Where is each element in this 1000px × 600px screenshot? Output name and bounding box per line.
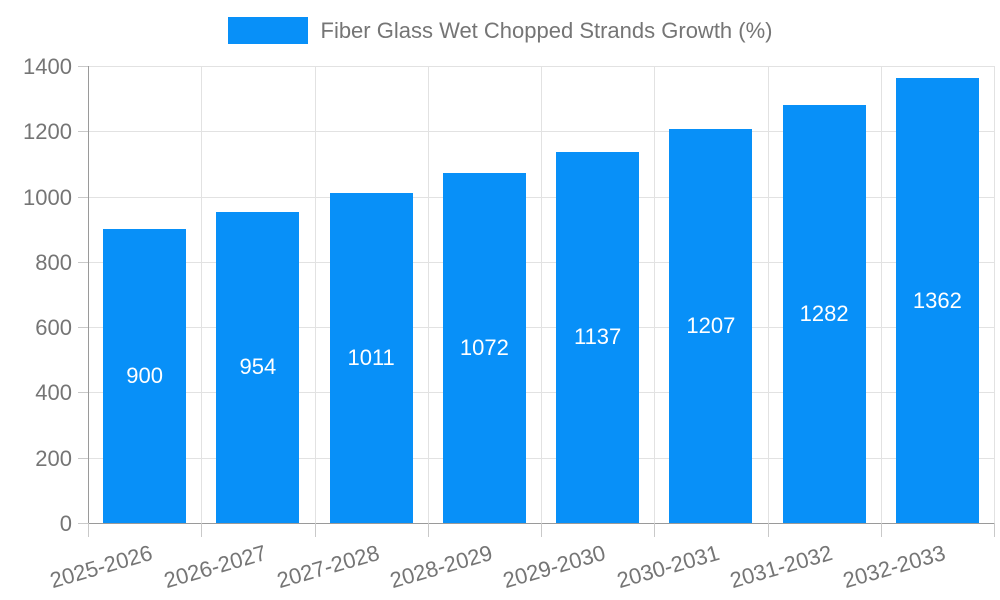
y-tick-label: 1200 [23, 119, 72, 145]
bar-value-label: 1362 [912, 287, 962, 313]
x-tick-label: 2027-2028 [273, 540, 383, 594]
x-tick-label: 2025-2026 [47, 540, 156, 594]
x-tick [88, 523, 89, 537]
bar: 1362 [895, 78, 979, 523]
bar: 1207 [669, 129, 753, 523]
legend-swatch [227, 17, 308, 44]
bar: 1137 [556, 151, 640, 523]
gridline-v [654, 66, 656, 523]
gridline-v [994, 66, 995, 523]
y-tick-label: 200 [35, 445, 72, 471]
gridline-v [541, 66, 542, 523]
y-tick-label: 600 [35, 315, 72, 341]
bar-value-label: 1207 [686, 312, 736, 338]
x-tick-label: 2031-2032 [726, 540, 836, 594]
y-tick [78, 131, 88, 133]
bar: 1072 [442, 173, 526, 523]
gridline-v [880, 66, 882, 523]
bar-value-label: 1011 [347, 344, 395, 370]
y-tick [78, 457, 88, 459]
bar-value-label: 900 [126, 363, 163, 389]
bar-value-label: 954 [239, 354, 277, 380]
x-tick-label: 2030-2031 [613, 540, 722, 594]
x-tick [541, 523, 542, 537]
y-tick [78, 327, 88, 329]
gridline-v [767, 66, 769, 523]
bar-value-label: 1137 [573, 324, 622, 350]
legend-label: Fiber Glass Wet Chopped Strands Growth (… [320, 17, 773, 43]
x-tick-label: 2028-2029 [387, 540, 496, 594]
x-tick [201, 523, 203, 537]
x-tick-label: 2029-2030 [500, 540, 609, 594]
x-tick [994, 523, 995, 537]
y-tick [78, 196, 88, 198]
bar: 1011 [329, 192, 413, 523]
y-tick-label: 800 [35, 249, 72, 275]
x-tick [767, 523, 769, 537]
bar: 954 [216, 211, 300, 523]
gridline-v [201, 66, 203, 523]
y-tick [78, 261, 88, 263]
x-tick [880, 523, 882, 537]
y-tick [78, 66, 88, 67]
bar: 1282 [782, 104, 866, 523]
x-tick [654, 523, 656, 537]
gridline-v [427, 66, 429, 523]
y-tick [78, 523, 88, 524]
legend: Fiber Glass Wet Chopped Strands Growth (… [0, 17, 1000, 44]
y-tick-label: 1000 [23, 184, 72, 210]
x-tick-label: 2032-2033 [840, 540, 949, 594]
y-tick [78, 392, 88, 394]
y-tick-label: 1400 [23, 54, 72, 79]
x-tick-label: 2026-2027 [160, 540, 269, 594]
bar-value-label: 1072 [459, 335, 509, 361]
x-tick [314, 523, 316, 537]
y-tick-label: 0 [59, 511, 72, 536]
x-tick [427, 523, 429, 537]
y-tick-label: 400 [35, 380, 72, 406]
y-axis-line [88, 66, 89, 523]
gridline-v [314, 66, 316, 523]
bar-value-label: 1282 [799, 300, 849, 326]
bar: 900 [103, 229, 187, 523]
